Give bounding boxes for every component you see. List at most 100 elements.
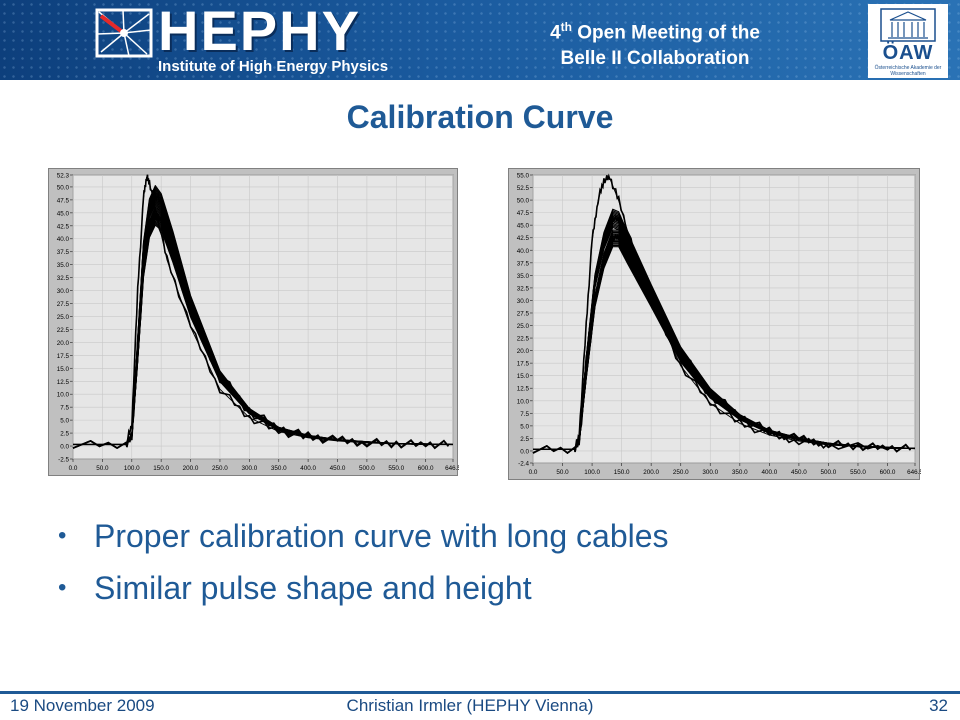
y-tick-label: 35.0 bbox=[57, 262, 70, 269]
y-tick-label: 15.0 bbox=[57, 366, 70, 373]
x-tick-label: 300.0 bbox=[702, 469, 718, 476]
y-tick-label: 2.5 bbox=[520, 436, 529, 443]
y-tick-label: -2.4 bbox=[518, 461, 529, 468]
y-tick-label: 0.0 bbox=[60, 444, 69, 451]
footer-author: Christian Irmler (HEPHY Vienna) bbox=[346, 696, 594, 715]
y-tick-label: 12.5 bbox=[517, 386, 530, 393]
y-tick-label: 10.0 bbox=[57, 392, 70, 399]
y-tick-label: 27.5 bbox=[57, 301, 70, 308]
y-tick-label: 47.5 bbox=[57, 197, 70, 204]
header-pattern bbox=[0, 0, 960, 80]
y-tick-label: 25.0 bbox=[517, 323, 530, 330]
y-tick-label: 17.5 bbox=[517, 361, 530, 368]
y-tick-label: 22.5 bbox=[517, 336, 530, 343]
y-tick-label: 50.0 bbox=[517, 198, 530, 205]
y-tick-label: 55.0 bbox=[517, 173, 530, 180]
x-tick-label: 250.0 bbox=[212, 465, 228, 472]
x-tick-label: 450.0 bbox=[791, 469, 807, 476]
bullet-item: • Proper calibration curve with long cabl… bbox=[58, 510, 669, 562]
y-tick-label: 12.5 bbox=[57, 379, 70, 386]
oaw-logo-text: ÖAW bbox=[882, 42, 934, 64]
waveform-noise-band bbox=[72, 174, 450, 450]
footer-date: 19 November 2009 bbox=[10, 696, 155, 715]
oaw-logo: ÖAW Österreichische Akademie der Wissens… bbox=[868, 4, 948, 78]
y-tick-label: 45.0 bbox=[517, 223, 530, 230]
y-tick-label: 0.0 bbox=[520, 448, 529, 455]
x-tick-label: 100.0 bbox=[584, 469, 600, 476]
x-tick-label: 600.0 bbox=[418, 465, 434, 472]
header-banner: HEPHY Institute of High Energy Physics 4… bbox=[0, 0, 960, 80]
x-tick-label: 50.0 bbox=[556, 469, 569, 476]
x-tick-label: 200.0 bbox=[643, 469, 659, 476]
bullet-dot-icon: • bbox=[58, 574, 67, 601]
y-tick-label: 30.0 bbox=[517, 298, 530, 305]
calibration-plot-left-svg: 52.3 50.0 47.5 45.0 42.5 40.0 37.5 35.0 32.5 30.0… bbox=[57, 173, 459, 473]
bullet-dot-icon: • bbox=[58, 522, 67, 549]
x-tick-label: 250.0 bbox=[673, 469, 689, 476]
footer-page-number: 32 bbox=[929, 696, 948, 715]
y-tick-label: 17.5 bbox=[57, 353, 70, 360]
slide-title: Calibration Curve bbox=[346, 99, 614, 135]
bullet-text: Proper calibration curve with long cable… bbox=[94, 518, 669, 554]
y-tick-label: 5.0 bbox=[520, 423, 529, 430]
y-tick-label: 20.0 bbox=[517, 348, 530, 355]
x-tick-label: 200.0 bbox=[183, 465, 199, 472]
meeting-title: 4th Open Meeting of the Belle II Collabo… bbox=[500, 14, 810, 72]
x-tick-label: 100.0 bbox=[124, 465, 140, 472]
waveform-noise-band bbox=[532, 173, 912, 455]
y-tick-label: 35.0 bbox=[517, 273, 530, 280]
calibration-plot-right: 55.0 52.5 50.0 47.5 45.0 42.5 40.0 37.5 35.0 32.5… bbox=[508, 168, 921, 480]
x-tick-label: 400.0 bbox=[761, 469, 777, 476]
bullet-item: • Similar pulse shape and height bbox=[58, 562, 669, 614]
y-tick-label: 47.5 bbox=[517, 210, 530, 217]
x-tick-label: 550.0 bbox=[850, 469, 866, 476]
y-tick-label: 37.5 bbox=[517, 260, 530, 267]
meeting-line1: Open Meeting of the bbox=[572, 22, 760, 44]
y-tick-label: 7.5 bbox=[60, 405, 69, 412]
hephy-logo-subtitle: Institute of High Energy Physics bbox=[158, 58, 389, 75]
hephy-logo-text: HEPHY bbox=[158, 0, 361, 62]
y-tick-label: 32.5 bbox=[57, 275, 70, 282]
y-tick-label: 52.3 bbox=[57, 173, 70, 180]
x-tick-label: 600.0 bbox=[880, 469, 896, 476]
plot-area bbox=[532, 174, 916, 464]
bullet-text: Similar pulse shape and height bbox=[94, 570, 532, 606]
x-tick-label: 400.0 bbox=[300, 465, 316, 472]
y-tick-label: 40.0 bbox=[57, 236, 70, 243]
y-tick-label: 27.5 bbox=[517, 310, 530, 317]
x-tick-label: 550.0 bbox=[388, 465, 404, 472]
y-tick-label: 10.0 bbox=[517, 398, 530, 405]
bullet-list: • Proper calibration curve with long cabl… bbox=[58, 510, 669, 614]
y-tick-label: 15.0 bbox=[517, 373, 530, 380]
x-tick-label: 50.0 bbox=[96, 465, 109, 472]
y-tick-label: 20.0 bbox=[57, 340, 70, 347]
x-tick-label: 500.0 bbox=[359, 465, 375, 472]
hephy-emblem-icon bbox=[95, 8, 153, 58]
meeting-number: 4 bbox=[550, 22, 561, 44]
y-tick-label: 22.5 bbox=[57, 327, 70, 334]
calibration-plot-right-svg: 55.0 52.5 50.0 47.5 45.0 42.5 40.0 37.5 35.0 32.5… bbox=[517, 173, 921, 477]
x-tick-label: 350.0 bbox=[732, 469, 748, 476]
y-tick-label: -2.5 bbox=[58, 457, 69, 464]
y-tick-label: 45.0 bbox=[57, 210, 70, 217]
y-tick-label: 40.0 bbox=[517, 248, 530, 255]
calibration-plot-left: 52.3 50.0 47.5 45.0 42.5 40.0 37.5 35.0 32.5 30.0… bbox=[48, 168, 459, 476]
oaw-academy-name: Österreichische Akademie der Wissenschaf… bbox=[874, 65, 942, 77]
y-tick-label: 50.0 bbox=[57, 184, 70, 191]
y-tick-label: 42.5 bbox=[57, 223, 70, 230]
x-tick-label: 450.0 bbox=[330, 465, 346, 472]
y-tick-label: 52.5 bbox=[517, 185, 530, 192]
academy-building-icon bbox=[880, 8, 936, 42]
x-tick-label: 646.5 bbox=[445, 465, 459, 472]
y-tick-label: 30.0 bbox=[57, 288, 70, 295]
meeting-ordinal: th bbox=[560, 20, 572, 34]
x-tick-label: 350.0 bbox=[271, 465, 287, 472]
x-tick-label: 646.5 bbox=[907, 469, 921, 476]
x-tick-label: 150.0 bbox=[614, 469, 630, 476]
x-tick-label: 0.0 bbox=[529, 469, 538, 476]
y-tick-label: 5.0 bbox=[60, 418, 69, 425]
y-tick-label: 25.0 bbox=[57, 314, 70, 321]
x-tick-label: 0.0 bbox=[69, 465, 78, 472]
footer-divider bbox=[0, 691, 960, 694]
meeting-line2: Belle II Collaboration bbox=[560, 48, 750, 70]
